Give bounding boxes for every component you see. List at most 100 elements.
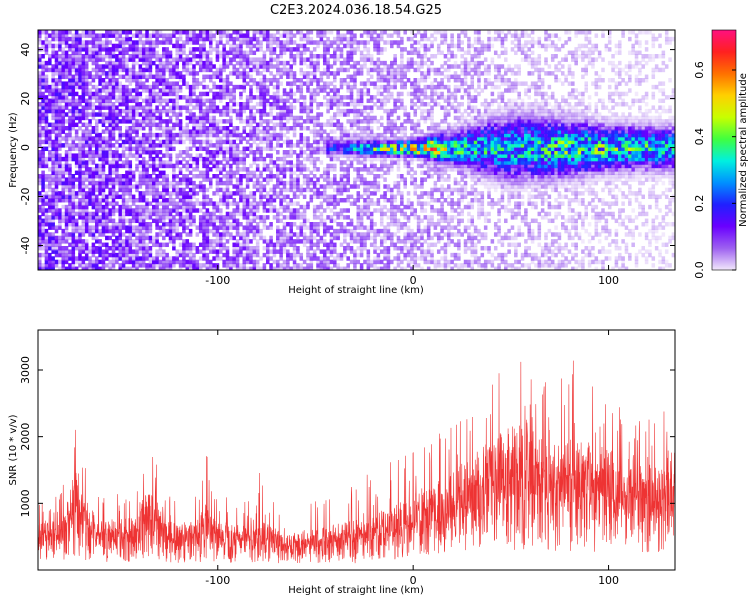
spectrogram-cell: [121, 91, 126, 97]
spectrogram-cell: [306, 187, 310, 193]
spectrogram-cell: [359, 143, 364, 148]
spectrogram-cell: [319, 40, 324, 45]
spectrogram-cell: [151, 170, 156, 176]
spectrogram-cell: [54, 235, 59, 241]
spectrogram-cell: [225, 112, 230, 117]
spectrogram-cell: [74, 54, 79, 59]
spectrogram-cell: [329, 54, 334, 59]
spectrogram-cell: [255, 222, 260, 227]
spectrogram-cell: [128, 225, 133, 230]
spectrogram-cell: [279, 201, 283, 206]
spectrogram-cell: [138, 246, 143, 251]
spectrogram-cell: [272, 115, 277, 121]
spectrogram-cell: [101, 43, 106, 49]
spectrogram-cell: [38, 95, 42, 100]
spectrogram-cell: [58, 266, 62, 270]
spectrogram-cell: [138, 146, 143, 152]
spectrogram-cell: [202, 211, 206, 217]
spectrogram-cell: [192, 218, 196, 224]
spectrogram-cell: [58, 222, 62, 227]
spectrogram-cell: [336, 180, 340, 186]
spectrogram-cell: [155, 235, 159, 241]
spectrogram-cell: [222, 78, 226, 83]
spectrogram-cell: [306, 156, 310, 162]
spectrogram-cell: [269, 43, 273, 49]
spectrogram-cell: [51, 170, 55, 176]
spectrogram-cell: [219, 71, 223, 76]
spectrogram-cell: [302, 81, 307, 86]
spectrogram-cell: [148, 126, 153, 131]
spectrogram-cell: [195, 232, 200, 237]
spectrogram-cell: [276, 156, 280, 162]
spectrogram-cell: [121, 180, 126, 186]
spectrogram-cell: [312, 156, 317, 162]
spectrogram-cell: [255, 67, 260, 73]
spectrogram-cell: [329, 139, 334, 145]
spectrogram-cell: [74, 60, 79, 66]
spectrogram-cell: [343, 239, 347, 244]
spectrogram-cell: [64, 204, 69, 210]
spectrogram-cell: [215, 228, 220, 234]
spectrogram-cell: [138, 33, 143, 38]
spectrogram-cell: [74, 50, 79, 56]
spectrogram-cell: [356, 108, 361, 114]
spectrogram-cell: [158, 108, 163, 114]
spectrogram-cell: [125, 252, 129, 258]
spectrogram-cell: [212, 47, 216, 52]
spectrogram-cell: [128, 112, 133, 117]
spectrogram-cell: [265, 112, 270, 117]
spectrogram-cell: [242, 150, 247, 155]
spectrogram-cell: [242, 146, 247, 152]
spectrogram-cell: [108, 88, 112, 93]
spectrogram-cell: [212, 64, 216, 69]
spectrogram-cell: [128, 74, 133, 80]
spectrogram-cell: [312, 136, 317, 141]
spectrogram-cell: [349, 98, 354, 104]
spectrogram-cell: [178, 84, 183, 90]
spectrogram-cell: [215, 235, 220, 241]
spectrogram-cell: [68, 163, 72, 169]
spectrogram-cell: [155, 33, 159, 38]
spectrogram-cell: [188, 88, 193, 93]
spectrogram-cell: [71, 249, 76, 254]
spectrogram-cell: [296, 211, 300, 217]
spectrogram-cell: [48, 84, 52, 90]
spectrogram-cell: [91, 150, 96, 155]
spectrogram-cell: [262, 136, 267, 141]
spectrogram-cell: [215, 57, 220, 62]
spectrogram-cell: [182, 222, 186, 227]
spectrogram-cell: [202, 174, 206, 179]
spectrogram-cell: [105, 98, 109, 104]
spectrogram-cell: [192, 208, 196, 213]
spectrogram-cell: [108, 54, 112, 59]
spectrogram-cell: [64, 215, 69, 220]
spectrogram-cell: [286, 60, 290, 66]
spectrogram-cell: [51, 222, 55, 227]
spectrogram-cell: [91, 40, 96, 45]
spectrogram-cell: [346, 215, 350, 220]
spectrogram-cell: [289, 74, 293, 80]
spectrogram-cell: [64, 132, 69, 138]
spectrogram-cell: [329, 156, 334, 162]
spectrogram-cell: [84, 170, 89, 176]
spectrogram-cell: [48, 88, 52, 93]
spectrogram-cell: [279, 33, 283, 38]
spectrogram-cell: [68, 218, 72, 224]
spectrogram-cell: [356, 115, 361, 121]
spectrogram-cell: [302, 126, 307, 131]
spectrogram-cell: [239, 112, 243, 117]
spectrogram-cell: [269, 81, 273, 86]
spectrogram-cell: [94, 132, 99, 138]
spectrogram-cell: [255, 163, 260, 169]
spectrogram-cell: [145, 122, 149, 128]
spectrogram-cell: [131, 50, 136, 56]
spectrogram-cell: [229, 129, 233, 134]
spectrogram-cell: [145, 98, 149, 104]
spectrogram-cell: [309, 54, 314, 59]
spectrogram-cell: [249, 208, 253, 213]
spectrogram-cell: [141, 47, 146, 52]
spectrogram-cell: [168, 211, 173, 217]
spectrogram-cell: [54, 119, 59, 124]
spectrogram-cell: [259, 115, 263, 121]
spectrogram-cell: [198, 67, 203, 73]
